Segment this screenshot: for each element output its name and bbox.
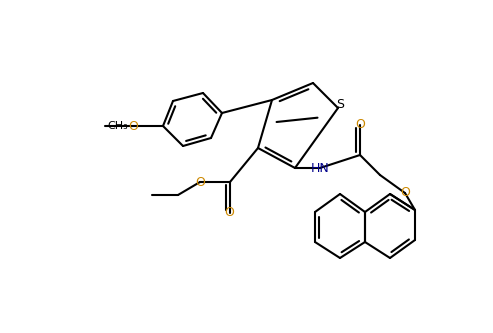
Text: HN: HN bbox=[311, 162, 329, 174]
Text: CH₃: CH₃ bbox=[107, 121, 128, 131]
Text: S: S bbox=[336, 99, 344, 112]
Text: O: O bbox=[195, 175, 205, 188]
Text: O: O bbox=[355, 119, 365, 132]
Text: O: O bbox=[128, 120, 138, 133]
Text: O: O bbox=[224, 206, 234, 219]
Text: O: O bbox=[400, 186, 410, 199]
